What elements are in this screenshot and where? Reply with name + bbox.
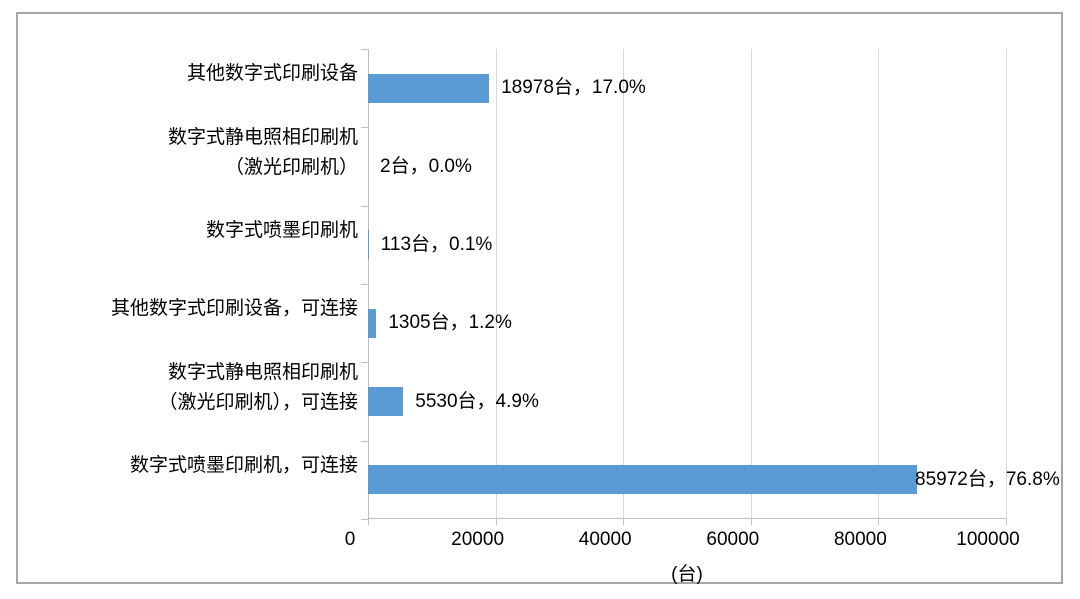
x-axis-tick [495,519,497,525]
gridline [878,49,880,519]
category-label-line: 其他数字式印刷设备 [186,63,358,85]
category-label: 数字式喷墨印刷机，可连接 [46,451,358,481]
y-axis-tick [361,519,368,520]
x-tick-label: 40000 [578,529,632,550]
x-tick-label: 20000 [451,529,505,550]
category-label-line: 数字式静电照相印刷机 [167,126,358,148]
gridline [495,49,497,519]
x-axis-title: (台) [671,564,703,585]
bar-value-label: 113台，0.1% [380,233,493,255]
x-axis-tick [368,519,369,525]
category-label: 其他数字式印刷设备 [46,59,358,89]
bar-value-label: 18978台，17.0% [501,77,646,99]
y-axis-line [368,49,369,519]
x-axis-tick [1006,519,1007,525]
bar-value-label: 1305台，1.2% [388,312,512,334]
category-label-line: 数字式喷墨印刷机，可连接 [129,454,358,476]
bar-value-label: 5530台，4.9% [415,390,539,412]
bar-value-label: 85972台，76.8% [915,468,1060,490]
bar [368,73,490,103]
x-axis-line [368,518,1006,519]
bar-value-label: 2台，0.0% [380,155,472,177]
chart-frame-border: 18978台，17.0% 2台，0.0% 113台，0.1% 1305台，1.2% 55… [16,12,1063,585]
bar [368,465,917,495]
gridline [750,49,752,519]
category-label: 数字式喷墨印刷机 [46,216,358,246]
y-axis-tick [361,49,368,50]
category-label: 数字式静电照相印刷机 （激光印刷机），可连接 [46,358,358,418]
y-axis-tick [361,284,368,285]
bar [368,308,377,338]
x-axis-tick [623,519,625,525]
bar [368,230,369,260]
x-axis-tick [878,519,880,525]
x-tick-label: 80000 [833,529,887,550]
category-label-line: 数字式喷墨印刷机 [205,219,358,241]
x-axis-tick [750,519,752,525]
plot-area: 18978台，17.0% 2台，0.0% 113台，0.1% 1305台，1.2% 55… [361,49,1060,525]
category-label-line: （激光印刷机） [224,156,358,178]
category-label-line: （激光印刷机），可连接 [158,391,358,413]
category-label-line: 数字式静电照相印刷机 [167,361,358,383]
category-label: 其他数字式印刷设备，可连接 [46,294,358,324]
category-label: 数字式静电照相印刷机 （激光印刷机） [46,123,358,183]
gridline [623,49,625,519]
y-axis-tick [361,205,368,207]
y-axis-tick [361,127,368,129]
gridline [1006,49,1007,519]
x-tick-label: 100000 [956,529,1020,550]
y-axis-tick [361,440,368,442]
bar [368,387,404,416]
x-tick-label: 60000 [706,529,760,550]
x-tick-label: 0 [344,529,356,550]
y-axis-tick [361,362,368,364]
category-label-line: 其他数字式印刷设备，可连接 [110,298,358,320]
